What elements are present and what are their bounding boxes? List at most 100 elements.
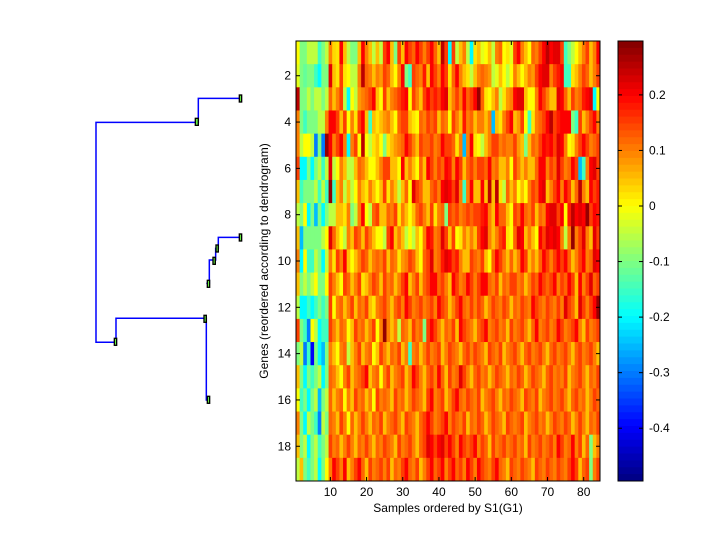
heatmap-cell [437, 203, 442, 227]
heatmap-cell [538, 318, 543, 343]
heatmap-cell [491, 272, 496, 297]
heatmap-cell [357, 41, 362, 65]
heatmap-cell [379, 388, 384, 412]
heatmap-cell [505, 41, 510, 65]
heatmap-cell [545, 203, 550, 227]
heatmap-cell [328, 411, 333, 436]
heatmap-cell [563, 226, 568, 250]
heatmap-cell [574, 64, 579, 88]
heatmap-cell [335, 411, 340, 436]
heatmap-cell [328, 87, 333, 111]
heatmap-cell [343, 365, 348, 389]
heatmap-cell [397, 87, 402, 111]
heatmap-cell [324, 388, 329, 412]
heatmap-cell [433, 318, 438, 343]
heatmap-cell [332, 411, 337, 436]
heatmap-cell [324, 226, 329, 250]
heatmap-cell [466, 249, 471, 273]
heatmap-cell [433, 133, 438, 158]
heatmap-cell [458, 226, 463, 250]
heatmap-cell [368, 295, 373, 320]
heatmap-cell [466, 203, 471, 227]
heatmap-cell [527, 457, 532, 482]
heatmap-cell [578, 133, 583, 158]
heatmap-cell [462, 388, 467, 412]
heatmap-cell [335, 272, 340, 297]
heatmap-cell [462, 365, 467, 389]
heatmap-cell [375, 133, 380, 158]
heatmap-cell [516, 411, 521, 436]
heatmap-cell [451, 342, 456, 366]
heatmap-cell [509, 133, 514, 158]
heatmap-cell [578, 87, 583, 111]
colorbar-swatch [618, 267, 643, 276]
heatmap-cell [364, 64, 369, 88]
heatmap-cell [502, 156, 507, 181]
heatmap-cell [531, 226, 536, 250]
heatmap-cell [498, 64, 503, 88]
heatmap-cell [335, 226, 340, 250]
heatmap-cell [422, 41, 427, 65]
heatmap-cell [563, 457, 568, 482]
heatmap-cell [563, 411, 568, 436]
colorbar-swatch [618, 467, 643, 475]
heatmap-cell [455, 179, 460, 204]
heatmap-cell [458, 179, 463, 204]
heatmap-cell [495, 133, 500, 158]
heatmap-cell [382, 457, 387, 482]
colorbar-swatch [618, 350, 643, 358]
heatmap-cell [324, 110, 329, 135]
heatmap-cell [400, 249, 405, 273]
heatmap-cell [321, 179, 326, 204]
heatmap-cell [335, 388, 340, 412]
heatmap-cell [480, 203, 485, 227]
heatmap-cell [379, 457, 384, 482]
heatmap-cell [563, 179, 568, 204]
heatmap-cell [437, 179, 442, 204]
heatmap-cell [393, 342, 398, 366]
heatmap-cell [339, 434, 344, 459]
heatmap-cell [520, 64, 525, 88]
heatmap-cell [433, 203, 438, 227]
heatmap-cell [516, 179, 521, 204]
heatmap-cell [408, 434, 413, 459]
heatmap-cell [429, 295, 434, 320]
heatmap-cell [509, 434, 514, 459]
heatmap-cell [516, 388, 521, 412]
heatmap-cell [372, 272, 377, 297]
heatmap-cell [415, 156, 420, 181]
heatmap-cell [545, 179, 550, 204]
heatmap-cell [422, 226, 427, 250]
heatmap-cell [473, 295, 478, 320]
heatmap-cell [324, 64, 329, 88]
heatmap-cell [440, 272, 445, 297]
heatmap-cell [581, 318, 586, 343]
heatmap-cell [480, 110, 485, 135]
heatmap-cell [520, 87, 525, 111]
heatmap-cell [466, 41, 471, 65]
heatmap-cell [444, 41, 449, 65]
heatmap-cell [542, 411, 547, 436]
heatmap-cell [335, 318, 340, 343]
heatmap-cell [393, 87, 398, 111]
heatmap-cell [448, 64, 453, 88]
heatmap-cell [487, 133, 492, 158]
heatmap-cell [415, 41, 420, 65]
heatmap-cell [448, 41, 453, 65]
heatmap-cell [343, 179, 348, 204]
heatmap-cell [408, 365, 413, 389]
heatmap-cell [343, 41, 348, 65]
heatmap-cell [451, 64, 456, 88]
heatmap-cell [310, 342, 315, 366]
heatmap-cell [299, 342, 304, 366]
heatmap-cell [324, 203, 329, 227]
heatmap-cell [592, 87, 597, 111]
heatmap-cell [495, 365, 500, 389]
heatmap-cell [516, 318, 521, 343]
heatmap-cell [589, 342, 594, 366]
colorbar-tick-label: -0.1 [649, 255, 670, 269]
heatmap-cell [563, 342, 568, 366]
heatmap-cell [509, 203, 514, 227]
heatmap-cell [538, 295, 543, 320]
heatmap-cell [487, 388, 492, 412]
